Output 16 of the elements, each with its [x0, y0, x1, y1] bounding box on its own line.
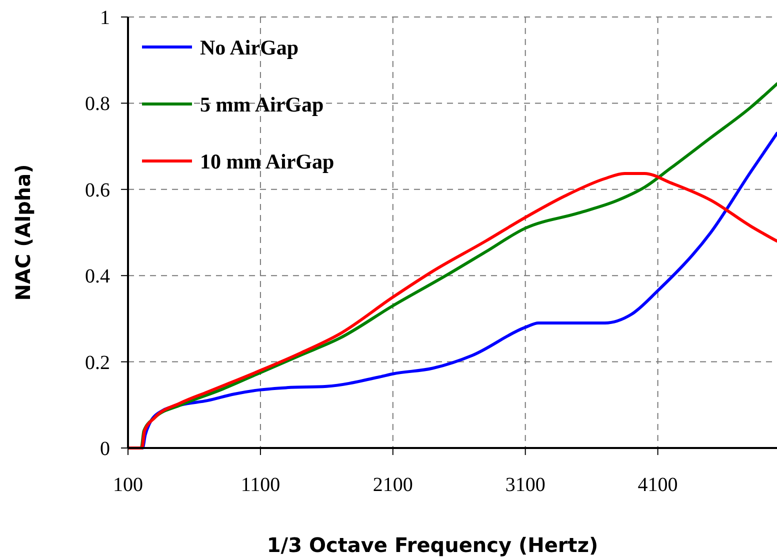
legend-label: 5 mm AirGap — [200, 92, 324, 116]
x-tick-label: 1100 — [240, 474, 280, 496]
y-tick-label: 0.8 — [85, 93, 110, 116]
y-tick-label: 0.6 — [85, 179, 110, 202]
x-tick-label: 2100 — [372, 474, 413, 496]
y-axis-title: NAC (Alpha) — [11, 164, 35, 301]
legend-label: 10 mm AirGap — [200, 149, 334, 174]
legend-label: No AirGap — [200, 35, 299, 60]
x-tick-label: 4100 — [638, 474, 678, 496]
y-tick-label: 0.2 — [85, 352, 110, 374]
y-tick-label: 1 — [100, 7, 110, 29]
y-tick-label: 0.4 — [85, 266, 110, 288]
x-tick-label: 3100 — [505, 474, 546, 496]
y-tick-label: 0 — [100, 438, 110, 460]
x-axis-title: 1/3 Octave Frequency (Hertz) — [266, 533, 598, 557]
x-tick-label: 100 — [113, 474, 143, 496]
